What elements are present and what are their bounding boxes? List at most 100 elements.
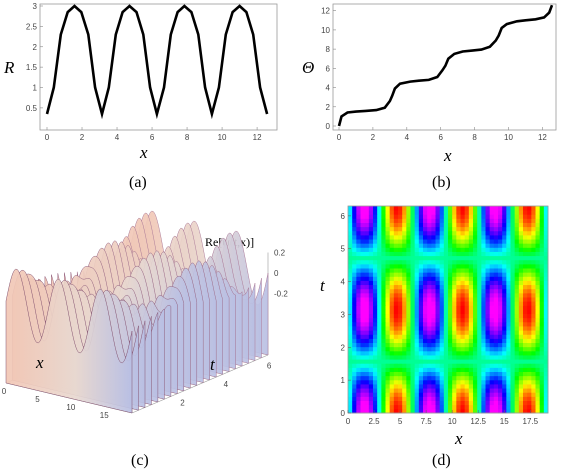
panel-d-heatmap-cell: [435, 400, 441, 406]
panel-d-heatmap-cell: [502, 388, 507, 393]
panel-d-heatmap-cell: [468, 400, 474, 406]
panel-d-heatmap-cell: [489, 326, 495, 331]
panel-d-heatmap-cell: [431, 272, 436, 277]
panel-d-heatmap-cell: [506, 259, 511, 265]
panel-d-heatmap-cell: [510, 375, 516, 381]
panel-d-heatmap-cell: [539, 408, 545, 414]
panel-d-heatmap-cell: [443, 309, 449, 315]
panel-d-heatmap-cell: [460, 301, 466, 306]
panel-d-heatmap-cell: [543, 226, 549, 232]
panel-d-heatmap-cell: [348, 218, 353, 223]
panel-d-heatmap-cell: [493, 396, 499, 401]
panel-d-heatmap-cell: [427, 309, 432, 315]
panel-d-heatmap-cell: [460, 292, 466, 298]
panel-d-heatmap-cell: [356, 396, 361, 401]
panel-d-heatmap-cell: [427, 280, 432, 286]
panel-c-ztick-label: -0.2: [274, 290, 288, 299]
panel-d-heatmap-cell: [518, 355, 524, 360]
panel-d-heatmap-cell: [539, 363, 545, 368]
panel-d-heatmap-cell: [506, 268, 511, 273]
panel-d-heatmap-cell: [373, 226, 378, 232]
panel-d-heatmap-cell: [377, 247, 382, 252]
panel-d-heatmap-cell: [543, 292, 549, 298]
panel-d-heatmap-cell: [456, 379, 461, 385]
panel-d-heatmap-cell: [368, 206, 374, 211]
panel-d-heatmap-cell: [423, 259, 428, 265]
panel-d-heatmap-cell: [468, 317, 474, 323]
panel-d-heatmap-cell: [423, 326, 428, 331]
panel-d-heatmap-cell: [456, 309, 461, 315]
panel-d-heatmap-cell: [364, 276, 370, 281]
panel-d-heatmap-cell: [468, 280, 474, 286]
panel-d-heatmap-cell: [393, 247, 399, 252]
panel-d-heatmap-cell: [473, 363, 478, 368]
panel-d-heatmap-cell: [514, 297, 520, 302]
panel-d-heatmap-cell: [423, 359, 428, 364]
panel-d-heatmap-cell: [481, 404, 486, 410]
panel-d-heatmap-cell: [523, 392, 528, 397]
panel-d-heatmap-cell: [414, 350, 420, 356]
panel-d-heatmap-cell: [402, 317, 407, 323]
panel-d-heatmap-cell: [456, 404, 461, 410]
panel-d-heatmap-cell: [477, 350, 482, 356]
panel-d-heatmap-cell: [443, 251, 449, 257]
panel-d-heatmap-cell: [352, 309, 357, 315]
panel-d-heatmap-cell: [402, 326, 407, 331]
panel-d-heatmap-cell: [360, 404, 366, 410]
panel-d-heatmap-cell: [456, 396, 461, 401]
panel-d-heatmap-cell: [443, 247, 449, 252]
panel-b-xtick-label: 8: [472, 133, 477, 142]
panel-d-heatmap-cell: [352, 359, 357, 364]
panel-d-heatmap-cell: [364, 255, 370, 261]
panel-d-heatmap-cell: [502, 396, 507, 401]
panel-d-heatmap-cell: [368, 313, 374, 319]
panel-d-heatmap-cell: [477, 218, 482, 223]
panel-d-heatmap-cell: [364, 272, 370, 277]
panel-d-heatmap-cell: [410, 288, 416, 294]
panel-d-heatmap-cell: [448, 210, 453, 215]
panel-d-heatmap-cell: [489, 218, 495, 223]
panel-d-heatmap-cell: [348, 384, 353, 389]
panel-d-heatmap-cell: [448, 206, 453, 211]
panel-d-heatmap-cell: [493, 272, 499, 277]
panel-d-heatmap-cell: [393, 330, 399, 335]
panel-d-heatmap-cell: [414, 330, 420, 335]
panel-d-heatmap-cell: [352, 272, 357, 277]
panel-d-heatmap-cell: [393, 276, 399, 281]
panel-d-heatmap-cell: [481, 338, 486, 344]
panel-d-heatmap-cell: [489, 404, 495, 410]
panel-d-heatmap-cell: [402, 404, 407, 410]
panel-d-heatmap-cell: [381, 367, 386, 372]
panel-d-heatmap-cell: [402, 251, 407, 257]
panel-d-heatmap-cell: [485, 292, 491, 298]
panel-d-heatmap-cell: [435, 375, 441, 381]
panel-d-heatmap-cell: [414, 222, 420, 228]
panel-d-heatmap-cell: [531, 284, 536, 290]
panel-d-heatmap-cell: [418, 259, 424, 265]
panel-d-heatmap-cell: [427, 355, 432, 360]
panel-d-heatmap-cell: [452, 276, 457, 281]
panel-d-heatmap-cell: [410, 334, 416, 339]
panel-d-heatmap-cell: [468, 355, 474, 360]
panel-d-heatmap-cell: [498, 309, 503, 315]
panel-d-heatmap-cell: [443, 384, 449, 389]
panel-d-heatmap-cell: [435, 359, 441, 364]
panel-d-heatmap-cell: [381, 396, 386, 401]
panel-d-heatmap-cell: [360, 255, 366, 261]
panel-d-heatmap-cell: [385, 263, 391, 269]
panel-d-xtick-label: 0: [346, 417, 351, 426]
panel-d-heatmap-cell: [381, 355, 386, 360]
panel-d-heatmap-cell: [448, 214, 453, 219]
panel-d-heatmap-cell: [356, 230, 361, 236]
panel-d-heatmap-cell: [481, 355, 486, 360]
panel-d-heatmap-cell: [527, 313, 532, 319]
panel-d-heatmap-cell: [493, 288, 499, 294]
panel-d-heatmap-cell: [368, 297, 374, 302]
panel-d-heatmap-cell: [352, 388, 357, 393]
panel-d-heatmap-cell: [531, 408, 536, 414]
panel-d-heatmap-cell: [439, 263, 445, 269]
panel-d-heatmap-cell: [523, 226, 528, 232]
panel-d-heatmap-cell: [506, 367, 511, 372]
panel-d-heatmap-cell: [427, 350, 432, 356]
panel-d-heatmap-cell: [381, 280, 386, 286]
